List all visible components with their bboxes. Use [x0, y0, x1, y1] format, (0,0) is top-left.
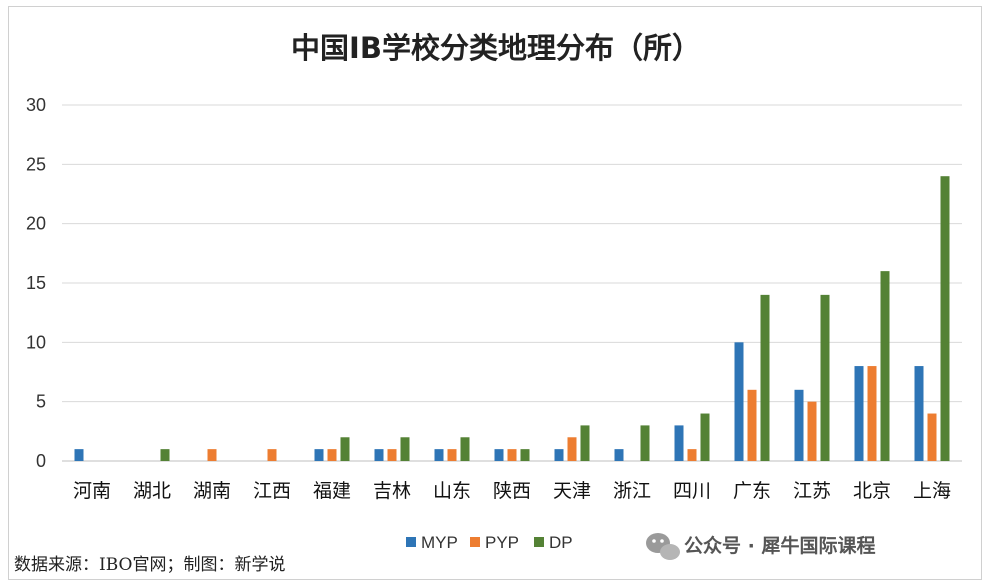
bar-dp [340, 437, 350, 461]
x-tick-label: 吉林 [373, 480, 411, 502]
bar-pyp [327, 449, 337, 461]
x-tick-label: 河南 [73, 480, 111, 502]
source-note: 数据来源：IBO官网；制图：新学说 [14, 555, 285, 575]
x-tick-label: 江苏 [793, 480, 831, 502]
bar-pyp [507, 449, 517, 461]
bar-dp [460, 437, 470, 461]
x-tick-label: 山东 [433, 480, 471, 502]
bar-myp [554, 449, 564, 461]
bar-dp [520, 449, 530, 461]
bar-dp [640, 425, 650, 461]
bar-dp [880, 271, 890, 461]
y-tick-label: 30 [26, 95, 46, 115]
bar-pyp [207, 449, 217, 461]
y-axis-ticks: 0 5 10 15 20 25 30 [26, 95, 46, 471]
bar-myp [734, 342, 744, 461]
legend-label: MYP [421, 533, 458, 552]
bar-pyp [927, 413, 937, 461]
bar-pyp [807, 401, 817, 461]
bar-dp [400, 437, 410, 461]
y-tick-label: 20 [26, 214, 46, 234]
x-tick-label: 广东 [733, 480, 771, 502]
bar-myp [794, 389, 804, 461]
bar-dp [940, 176, 950, 461]
bar-pyp [447, 449, 457, 461]
y-tick-label: 15 [26, 273, 46, 293]
legend-swatch-dp [534, 537, 544, 547]
bar-dp [820, 294, 830, 461]
bar-myp [74, 449, 84, 461]
y-tick-label: 5 [36, 392, 46, 412]
bar-myp [614, 449, 624, 461]
bar-pyp [687, 449, 697, 461]
x-tick-label: 福建 [313, 480, 351, 502]
bar-myp [314, 449, 324, 461]
bar-pyp [267, 449, 277, 461]
legend-label: PYP [485, 533, 519, 552]
bar-dp [580, 425, 590, 461]
bar-pyp [747, 389, 757, 461]
bar-pyp [387, 449, 397, 461]
y-tick-label: 10 [26, 332, 46, 352]
bar-myp [494, 449, 504, 461]
x-tick-label: 江西 [253, 480, 291, 502]
watermark-text: 公众号 · 犀牛国际课程 [684, 534, 875, 557]
bar-myp [674, 425, 684, 461]
bar-pyp [567, 437, 577, 461]
x-tick-label: 上海 [913, 480, 951, 502]
legend: MYP PYP DP [406, 533, 573, 552]
chart-title: 中国IB学校分类地理分布（所） [291, 31, 701, 65]
bar-pyp [867, 366, 877, 461]
bars [74, 176, 950, 461]
x-tick-label: 四川 [673, 480, 711, 502]
x-tick-label: 天津 [553, 480, 591, 502]
x-tick-label: 北京 [853, 480, 891, 502]
bar-myp [854, 366, 864, 461]
watermark: 公众号 · 犀牛国际课程 [646, 533, 875, 560]
legend-label: DP [549, 533, 573, 552]
x-tick-label: 浙江 [613, 480, 651, 502]
legend-swatch-myp [406, 537, 416, 547]
bar-myp [434, 449, 444, 461]
x-axis-ticks: 河南 湖北 湖南 江西 福建 吉林 山东 陕西 天津 浙江 四川 广东 江苏 北京 上海 [73, 480, 951, 502]
x-tick-label: 湖北 [133, 480, 171, 502]
bar-dp [700, 413, 710, 461]
legend-swatch-pyp [470, 537, 480, 547]
wechat-icon [646, 533, 680, 560]
y-tick-label: 0 [36, 451, 46, 471]
bar-myp [914, 366, 924, 461]
y-tick-label: 25 [26, 154, 46, 174]
bar-dp [160, 449, 170, 461]
bar-myp [374, 449, 384, 461]
x-tick-label: 湖南 [193, 480, 231, 502]
bar-dp [760, 294, 770, 461]
x-tick-label: 陕西 [493, 480, 531, 502]
chart-frame [8, 6, 982, 580]
